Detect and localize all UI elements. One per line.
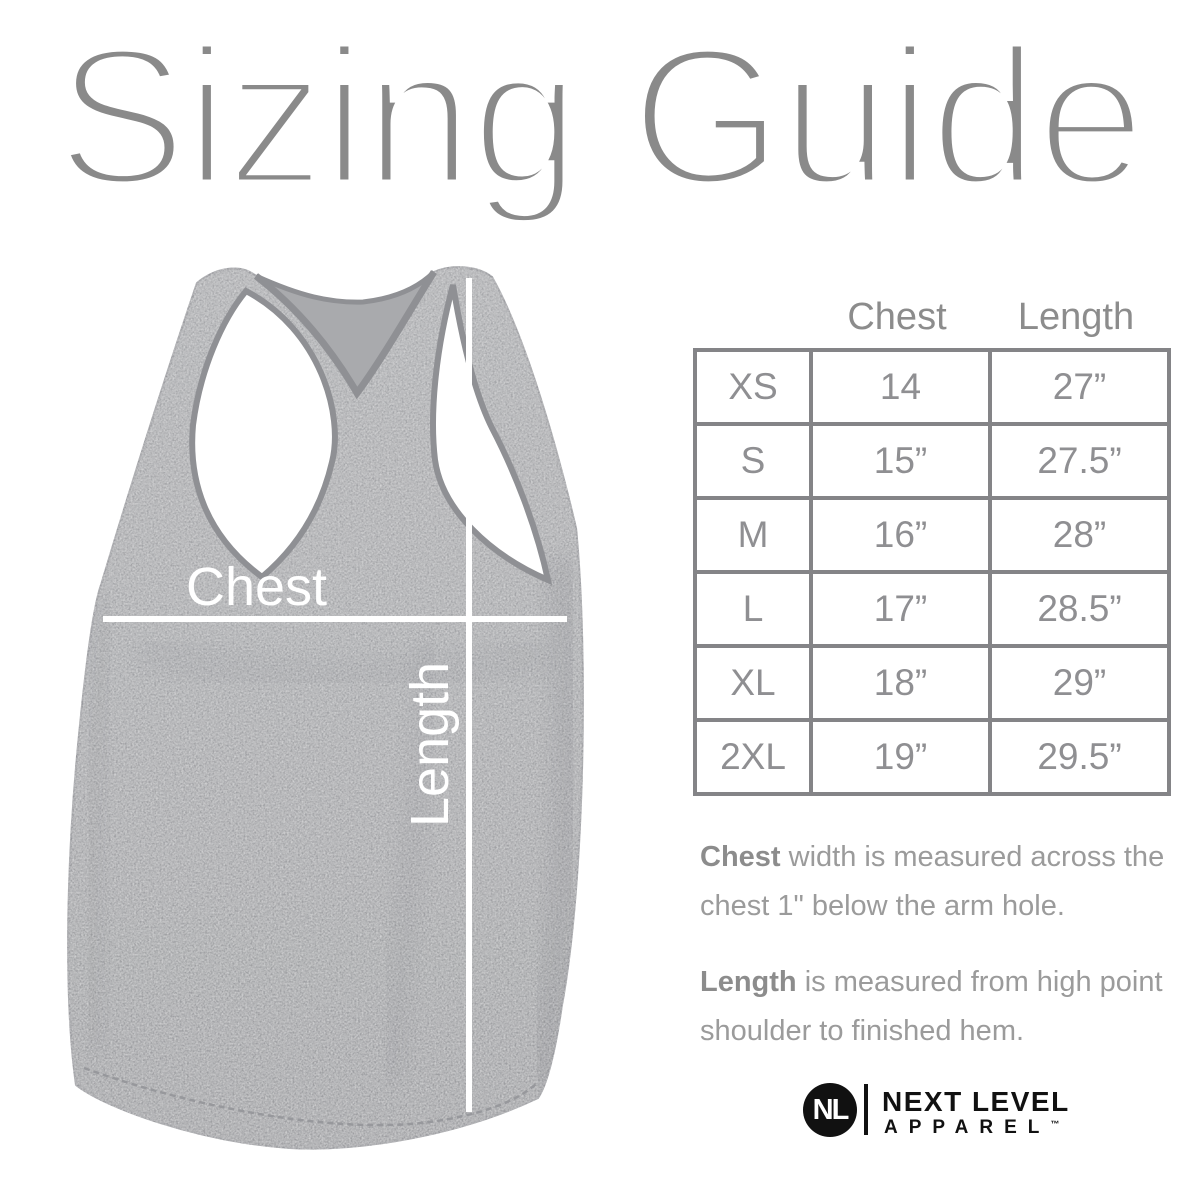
length-cell: 27.5”	[988, 422, 1171, 500]
collar-trim	[253, 270, 437, 400]
table-row: L 17” 28.5”	[693, 570, 1171, 648]
note-length: Length is measured from high point shoul…	[700, 958, 1180, 1056]
table-row: XL 18” 29”	[693, 644, 1171, 722]
size-cell: S	[693, 422, 813, 500]
hem-stitch	[83, 1066, 537, 1127]
chest-label: Chest	[186, 557, 328, 617]
table-row: XS 14 27”	[693, 348, 1171, 426]
note-chest-text: width is measured across the chest 1" be…	[700, 841, 1165, 922]
note-length-text: is measured from high point shoulder to …	[700, 966, 1163, 1047]
sizing-table: XS 14 27” S 15” 27.5” M 16” 28” L 17” 28…	[693, 348, 1171, 796]
chest-cell: 14	[809, 348, 992, 426]
length-cell: 29”	[988, 644, 1171, 722]
chest-cell: 19”	[809, 718, 992, 796]
table-header-length: Length	[1017, 296, 1135, 338]
trademark-symbol: ™	[1050, 1119, 1060, 1129]
nl-monogram: NL	[812, 1093, 850, 1126]
size-cell: L	[693, 570, 813, 648]
note-length-lead: Length	[700, 966, 797, 998]
tank-body	[67, 266, 584, 1150]
brand-subname-text: APPAREL	[884, 1117, 1051, 1138]
chest-cell: 18”	[809, 644, 992, 722]
chest-cell: 15”	[809, 422, 992, 500]
table-row: M 16” 28”	[693, 496, 1171, 574]
length-cell: 29.5”	[988, 718, 1171, 796]
page-title: Sizing Guide	[52, 7, 1150, 226]
size-cell: XL	[693, 644, 813, 722]
table-header-chest: Chest	[847, 296, 947, 338]
note-chest: Chest width is measured across the chest…	[700, 833, 1180, 931]
left-armhole-trim	[189, 287, 338, 581]
brand-name: NEXT LEVEL	[882, 1086, 1070, 1117]
length-cell: 28.5”	[988, 570, 1171, 648]
table-row: S 15” 27.5”	[693, 422, 1171, 500]
neck-top-trim	[254, 270, 436, 305]
length-label: Length	[400, 661, 460, 827]
measurement-notes: Chest width is measured across the chest…	[700, 833, 1180, 1056]
neck-opening-inset	[256, 272, 434, 393]
note-chest-lead: Chest	[700, 841, 781, 873]
size-cell: M	[693, 496, 813, 574]
brand-subname: APPAREL™	[884, 1117, 1059, 1139]
length-cell: 27”	[988, 348, 1171, 426]
chest-cell: 17”	[809, 570, 992, 648]
chest-cell: 16”	[809, 496, 992, 574]
nl-monogram-icon: NL	[803, 1083, 857, 1137]
chest-measure-line	[103, 616, 567, 622]
length-cell: 28”	[988, 496, 1171, 574]
length-measure-line	[466, 278, 472, 1112]
right-armhole-trim	[430, 284, 553, 586]
size-cell: XS	[693, 348, 813, 426]
table-row: 2XL 19” 29.5”	[693, 718, 1171, 796]
logo-divider	[864, 1084, 868, 1135]
size-cell: 2XL	[693, 718, 813, 796]
